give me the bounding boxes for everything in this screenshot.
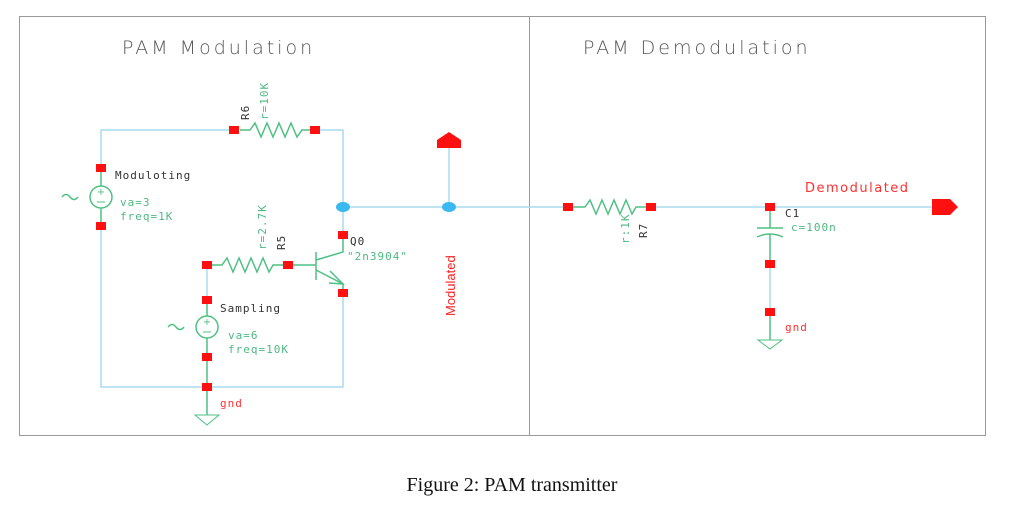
- frame: [19, 16, 986, 436]
- port-up-icon: [437, 132, 461, 148]
- source-sampling[interactable]: + Sampling va=6 freq=10K: [167, 296, 289, 387]
- modulating-name: Moduloting: [115, 169, 191, 182]
- r6-value: r=10K: [258, 82, 271, 120]
- modulating-va: va=3: [120, 196, 151, 209]
- resistor-r5[interactable]: r=2.7K R5: [202, 204, 293, 274]
- q0-name: Q0: [350, 235, 365, 248]
- ground-right: gnd: [756, 308, 808, 350]
- svg-text:+: +: [97, 187, 105, 198]
- capacitor-c1[interactable]: C1 c=100n: [756, 203, 837, 268]
- modulation-title: PAM Modulation: [122, 37, 315, 59]
- modulating-freq: freq=1K: [120, 210, 173, 223]
- transistor-q0[interactable]: Q0 "2n3904": [293, 231, 408, 297]
- source-modulating[interactable]: + Moduloting va=3 freq=1K: [61, 164, 191, 230]
- c1-name: C1: [785, 207, 800, 220]
- ground-left: gnd: [193, 383, 243, 426]
- port-modulated[interactable]: Modulated: [437, 132, 461, 316]
- sampling-va: va=6: [228, 329, 259, 342]
- figure-caption: Figure 2: PAM transmitter: [406, 474, 618, 496]
- svg-text:+: +: [203, 317, 211, 328]
- gnd-right-label: gnd: [785, 321, 808, 334]
- resistor-r6[interactable]: R6 r=10K: [229, 82, 320, 139]
- q0-model: "2n3904": [347, 250, 408, 263]
- junction: [336, 202, 350, 212]
- demodulated-label: Demodulated: [805, 181, 910, 196]
- modulated-label: Modulated: [443, 255, 458, 316]
- port-demodulated[interactable]: Demodulated: [805, 181, 958, 215]
- r5-value: r=2.7K: [256, 204, 269, 250]
- r6-name: R6: [239, 105, 252, 120]
- r7-value: r:1K: [619, 214, 632, 245]
- c1-value: c=100n: [791, 221, 837, 234]
- junction: [442, 202, 456, 212]
- sine-icon: [167, 323, 185, 331]
- sampling-freq: freq=10K: [228, 343, 289, 356]
- gnd-left-label: gnd: [220, 397, 243, 410]
- port-right-icon: [932, 199, 958, 215]
- r5-name: R5: [275, 235, 288, 250]
- resistor-r7[interactable]: r:1K R7: [563, 198, 656, 245]
- sampling-name: Sampling: [220, 302, 281, 315]
- r7-name: R7: [637, 223, 650, 238]
- sine-icon: [61, 193, 79, 201]
- demodulation-title: PAM Demodulation: [583, 37, 811, 59]
